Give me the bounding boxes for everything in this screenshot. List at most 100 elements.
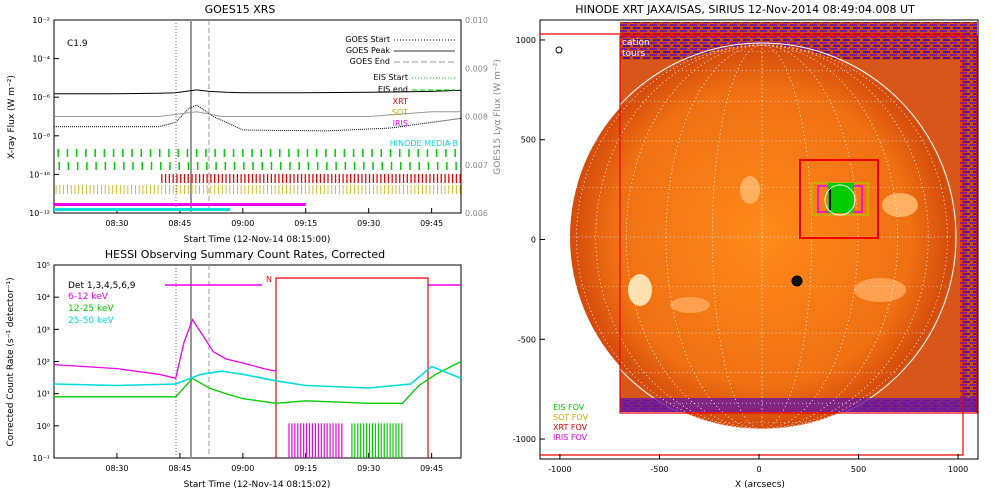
legend-det: Det 1,3,4,5,6,9 xyxy=(68,281,136,291)
goes-ytick: 10⁻¹⁰ xyxy=(29,170,50,179)
hessi-xtick: 09:00 xyxy=(231,464,254,473)
overlay-text-1: cation xyxy=(622,38,650,48)
xrt-y-tick-labels: 1000 500 0 -500 -1000 xyxy=(513,36,545,444)
xrt-full-fov-outline xyxy=(540,33,964,456)
legend-xrt-fov: XRT FOV xyxy=(553,423,588,432)
hessi-xtick: 09:45 xyxy=(420,464,443,473)
hessi-xtick: 08:45 xyxy=(168,464,191,473)
goes-xtick: 09:00 xyxy=(231,219,254,228)
hessi-panel: HESSI Observing Summary Count Rates, Cor… xyxy=(6,248,462,490)
xrt-title: HINODE XRT JAXA/ISAS, SIRIUS 12-Nov-2014… xyxy=(575,3,915,16)
legend-xrt: XRT xyxy=(393,97,408,106)
solar-limb xyxy=(567,42,957,432)
hinode-bar xyxy=(54,208,231,211)
bright-region-1 xyxy=(740,176,760,204)
goes-lya-series xyxy=(54,111,461,117)
legend-eis-fov: EIS FOV xyxy=(553,403,585,412)
iris-bar xyxy=(54,203,306,206)
goes-x-tick-labels: 08:30 08:45 09:00 09:15 09:30 09:45 xyxy=(105,208,443,228)
xrt-ytick: 0 xyxy=(531,236,536,245)
goes-xtick: 08:45 xyxy=(168,219,191,228)
xrt-ytick: 1000 xyxy=(516,36,536,45)
goes-y2label: GOES15 Lyα Flux (W m⁻²) xyxy=(493,59,503,175)
hessi-xtick: 09:30 xyxy=(357,464,380,473)
legend-goes-end: GOES End xyxy=(350,57,390,66)
goes-ytick: 10⁻⁴ xyxy=(32,55,50,64)
xrt-xlabel: X (arcsecs) xyxy=(735,480,785,490)
goes-xtick: 09:45 xyxy=(420,219,443,228)
hessi-ylabel: Corrected Count Rate (s⁻¹ detector⁻¹) xyxy=(6,277,16,446)
xrt-xtick: 500 xyxy=(851,465,866,474)
legend-iris: IRIS xyxy=(393,119,408,128)
hessi-x-tick-labels: 08:30 08:45 09:00 09:15 09:30 09:45 xyxy=(105,453,443,473)
xrt-panel: HINODE XRT JAXA/ISAS, SIRIUS 12-Nov-2014… xyxy=(513,3,979,490)
hessi-ytick: 10⁴ xyxy=(37,293,50,302)
goes-instrument-bars xyxy=(54,149,461,211)
xrt-inner-outline xyxy=(619,35,978,414)
bright-region-4 xyxy=(670,297,710,313)
goes-y2tick: 0.008 xyxy=(465,113,488,122)
hessi-xtick: 08:30 xyxy=(105,464,128,473)
legend-goes-start: GOES Start xyxy=(345,35,390,44)
goes-short-series xyxy=(54,104,462,132)
goes-y2tick: 0.007 xyxy=(465,161,488,170)
legend-hinode-media: HINODE MEDIA-B xyxy=(390,139,458,148)
overlay-text-2: tours xyxy=(622,49,645,59)
goes-y2tick: 0.006 xyxy=(465,209,488,218)
hessi-ytick: 10⁰ xyxy=(37,422,50,431)
hessi-6-12-series xyxy=(53,318,277,380)
hessi-attenuator-spikes xyxy=(288,423,403,458)
legend-6-12: 6-12 keV xyxy=(68,292,109,302)
goes-panel: GOES15 XRS C1.9 10⁻²10⁻⁴10⁻⁶10⁻⁸10⁻¹⁰10⁻… xyxy=(7,3,503,245)
xrt-ytick: -1000 xyxy=(513,435,536,444)
goes-title: GOES15 XRS xyxy=(205,3,276,16)
longitude-line xyxy=(625,44,899,430)
legend-25-50: 25-50 keV xyxy=(68,316,114,326)
goes-ylabel: X-ray Flux (W m⁻²) xyxy=(7,75,17,159)
hessi-xlabel: Start Time (12-Nov-14 08:15:02) xyxy=(184,480,331,490)
xrt-xtick: 1000 xyxy=(948,465,968,474)
xrt-fov-box xyxy=(799,159,879,239)
legend-eis-end: EIS end xyxy=(378,85,408,94)
legend-eis-start: EIS Start xyxy=(373,73,408,82)
goes-legend: GOES Start GOES Peak GOES End EIS Start … xyxy=(345,35,458,148)
hessi-ytick: 10² xyxy=(37,358,50,367)
bright-region-east xyxy=(628,274,652,306)
goes-y2-tick-labels: 0.010 0.009 0.008 0.007 0.006 xyxy=(465,16,488,218)
goes-y2tick: 0.010 xyxy=(465,16,488,25)
hessi-axes-frame xyxy=(53,264,462,459)
bright-region-2 xyxy=(882,193,918,217)
goes-ytick: 10⁻² xyxy=(32,16,50,25)
goes-xlabel: Start Time (12-Nov-14 08:15:00) xyxy=(184,235,331,245)
hessi-25-50-series xyxy=(53,365,462,389)
legend-sot-fov: SOT FOV xyxy=(553,413,589,422)
heliographic-grid xyxy=(570,44,954,430)
origin-marker xyxy=(555,46,563,54)
goes-ytick: 10⁻⁶ xyxy=(32,93,50,102)
legend-iris-fov: IRIS FOV xyxy=(553,433,588,442)
legend-sot: SOT xyxy=(392,108,408,117)
xrt-x-tick-labels: -1000 -500 0 500 1000 xyxy=(548,454,968,474)
sunspot xyxy=(791,275,803,287)
xrt-xtick: 0 xyxy=(756,465,761,474)
hessi-xtick: 09:15 xyxy=(294,464,317,473)
goes-ytick: 10⁻⁸ xyxy=(32,132,50,141)
goes-ytick: 10⁻¹² xyxy=(29,209,50,218)
goes-long-series xyxy=(54,89,462,95)
xrt-xtick: -500 xyxy=(650,465,668,474)
xrt-ytick: -500 xyxy=(518,335,536,344)
goes-xtick: 08:30 xyxy=(105,219,128,228)
bottom-stripe xyxy=(620,398,977,412)
hessi-ytick: 10¹ xyxy=(37,390,50,399)
goes-y-tick-labels: 10⁻² 10⁻⁴ 10⁻⁶ 10⁻⁸ 10⁻¹⁰ 10⁻¹² xyxy=(29,16,59,218)
hessi-ytick: 10³ xyxy=(37,325,50,334)
hessi-title: HESSI Observing Summary Count Rates, Cor… xyxy=(105,248,385,261)
hessi-ytick: 10⁵ xyxy=(37,261,50,270)
xrt-ytick: 500 xyxy=(521,136,536,145)
hessi-legend: Det 1,3,4,5,6,9 6-12 keV 12-25 keV 25-50… xyxy=(68,281,136,326)
hessi-y-tick-labels: 10⁵ 10⁴ 10³ 10² 10¹ 10⁰ 10⁻¹ xyxy=(32,261,59,463)
bright-region-3 xyxy=(854,278,906,302)
hessi-12-25-series xyxy=(54,360,462,404)
longitude-line xyxy=(595,44,929,430)
